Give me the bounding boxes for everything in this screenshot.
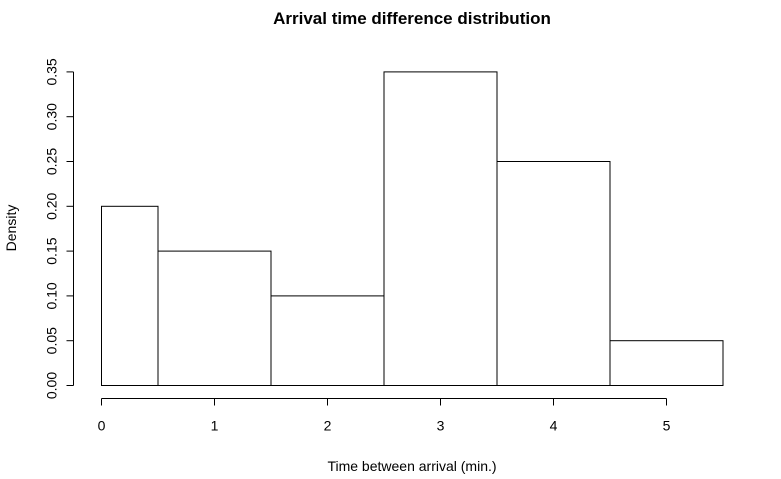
chart-title: Arrival time difference distribution — [273, 9, 551, 28]
x-tick-label: 3 — [437, 418, 445, 434]
y-tick-label: 0.10 — [44, 282, 60, 309]
histogram-bar — [270, 295, 385, 386]
x-tick-label: 0 — [98, 418, 106, 434]
y-tick-label: 0.35 — [44, 58, 60, 85]
histogram-bar — [101, 205, 159, 386]
x-axis-label: Time between arrival (min.) — [327, 458, 496, 474]
y-tick-label: 0.20 — [44, 192, 60, 219]
y-axis-label: Density — [3, 205, 19, 252]
bars-group — [101, 71, 724, 387]
y-tick-label: 0.00 — [44, 372, 60, 399]
y-tick-label: 0.05 — [44, 327, 60, 354]
x-tick-label: 2 — [324, 418, 332, 434]
histogram-bar — [496, 161, 611, 386]
histogram-bar — [157, 250, 272, 386]
histogram-bar — [383, 71, 498, 387]
x-axis: 0 1 2 3 4 5 — [98, 398, 671, 434]
histogram-bar — [609, 340, 724, 387]
x-tick-label: 1 — [211, 418, 219, 434]
y-axis: 0.00 0.05 0.10 0.15 0.20 0.25 0.30 0.35 — [44, 58, 74, 399]
y-tick-label: 0.25 — [44, 148, 60, 175]
y-tick-label: 0.15 — [44, 237, 60, 264]
x-tick-label: 5 — [663, 418, 671, 434]
y-tick-label: 0.30 — [44, 103, 60, 130]
x-tick-label: 4 — [550, 418, 558, 434]
